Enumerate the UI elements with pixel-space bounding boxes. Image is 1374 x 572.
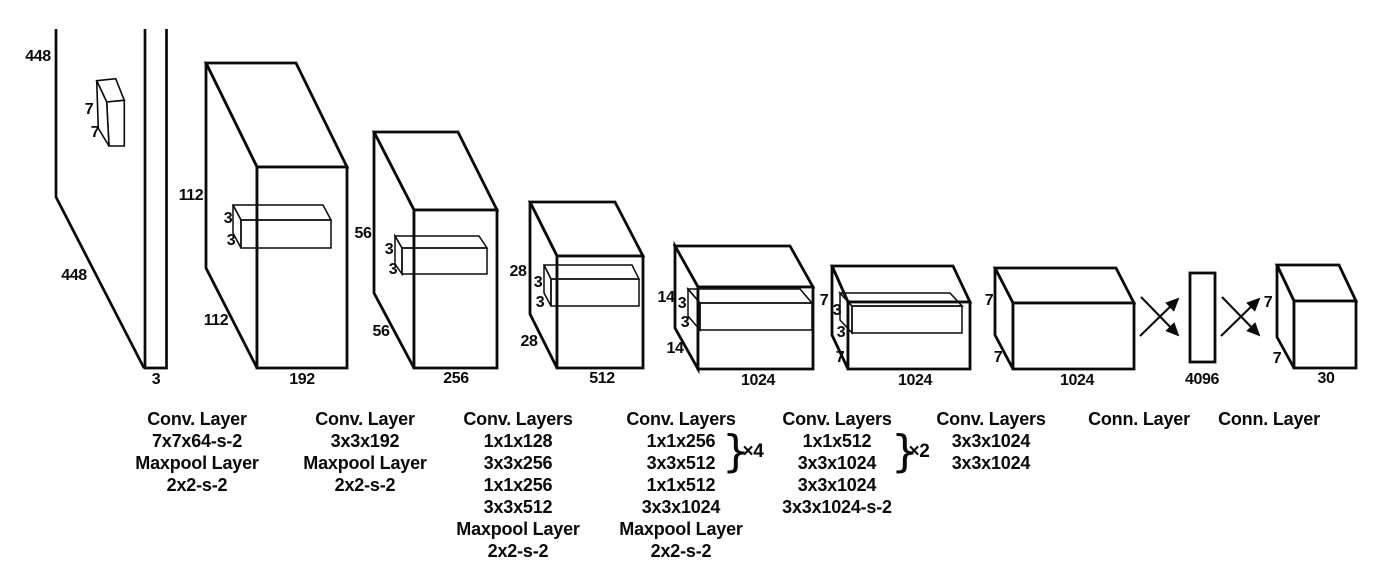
- layer-line: 1x1x128: [483, 431, 553, 451]
- block5-width-label: 7: [835, 349, 845, 366]
- layer-column-2: Conv. Layer 3x3x192 Maxpool Layer 2x2-s-…: [303, 408, 427, 496]
- layer-line: 3x3x192: [330, 431, 400, 451]
- layer-line: Conv. Layers: [936, 409, 1046, 429]
- block5-kernel-height-label: 3: [832, 302, 842, 319]
- layer-line: 2x2-s-2: [334, 475, 396, 495]
- block5-depth-label: 1024: [898, 372, 932, 389]
- kernel-box-1: [231, 204, 333, 249]
- layer-column-6: Conv. Layers 3x3x1024 3x3x1024: [936, 408, 1046, 474]
- output-volume: [1274, 263, 1359, 370]
- block6-depth-label: 1024: [1060, 372, 1094, 389]
- layer-line: 1x1x256: [646, 431, 716, 451]
- layer-line: 3x3x1024: [951, 453, 1031, 473]
- block2-kernel-width-label: 3: [388, 261, 398, 278]
- layer-line: 3x3x1024-s-2: [782, 497, 892, 517]
- layer-line: 1x1x256: [483, 475, 553, 495]
- layer-line: 3x3x512: [646, 453, 716, 473]
- fc-size-label: 4096: [1185, 371, 1219, 388]
- layer-line: Conv. Layer: [315, 409, 415, 429]
- layer-line: Maxpool Layer: [135, 453, 259, 473]
- layer-line: 2x2-s-2: [650, 541, 712, 561]
- input-width-label: 448: [61, 267, 87, 284]
- layer-line: 3x3x256: [483, 453, 553, 473]
- block1-width-label: 112: [203, 312, 229, 329]
- input-depth-label: 3: [151, 371, 161, 388]
- layer-line: 3x3x1024: [797, 475, 877, 495]
- repeat-brace: }: [722, 426, 750, 477]
- layer-column-3: Conv. Layers 1x1x128 3x3x256 1x1x256 3x3…: [456, 408, 580, 562]
- block6-width-label: 7: [993, 349, 1003, 366]
- block3-kernel-width-label: 3: [535, 294, 545, 311]
- layer-line: Conv. Layer: [147, 409, 247, 429]
- conv-block-3: [527, 200, 646, 370]
- layer-line: 7x7x64-s-2: [151, 431, 243, 451]
- layer-column-1: Conv. Layer 7x7x64-s-2 Maxpool Layer 2x2…: [135, 408, 259, 496]
- conv-block-4: [672, 240, 816, 375]
- layer-column-5: Conv. Layers 1x1x512 3x3x1024 3x3x1024 3…: [782, 408, 892, 518]
- layer-column-7: Conn. Layer: [1088, 408, 1190, 430]
- input-height-label: 448: [25, 48, 51, 65]
- kernel-box-5: [838, 291, 964, 335]
- kernel-box-3: [542, 264, 641, 307]
- block1-kernel-height-label: 3: [223, 210, 233, 227]
- layer-line: Conn. Layer: [1088, 409, 1190, 429]
- layer-line: 2x2-s-2: [166, 475, 228, 495]
- block4-width-label: 14: [666, 340, 684, 357]
- layer-line: 1x1x512: [802, 431, 872, 451]
- block1-height-label: 112: [178, 187, 204, 204]
- input-patch-height-label: 7: [84, 101, 94, 118]
- layer-line: 3x3x1024: [641, 497, 721, 517]
- layer-line: 3x3x1024: [797, 453, 877, 473]
- output-width-label: 7: [1272, 350, 1282, 367]
- layer-line: Maxpool Layer: [456, 519, 580, 539]
- layer-line: Conn. Layer: [1218, 409, 1320, 429]
- layer-line: 3x3x1024: [951, 431, 1031, 451]
- block2-height-label: 56: [354, 225, 372, 242]
- block4-kernel-height-label: 3: [677, 295, 687, 312]
- layer-line: 1x1x512: [646, 475, 716, 495]
- layer-line: 3x3x512: [483, 497, 553, 517]
- conv-block-2: [371, 130, 500, 370]
- repeat-count: ×2: [908, 441, 930, 462]
- block4-height-label: 14: [657, 289, 675, 306]
- block2-depth-label: 256: [443, 370, 469, 387]
- crossing-arrows-2: [1220, 296, 1261, 337]
- input-image-plane: [54, 29, 168, 370]
- block3-kernel-height-label: 3: [533, 274, 543, 291]
- conv-block-6: [992, 266, 1137, 371]
- layer-line: Conv. Layers: [463, 409, 573, 429]
- kernel-box-4: [686, 286, 814, 333]
- repeat-brace: }: [891, 426, 919, 477]
- input-patch-box: [95, 77, 126, 147]
- block5-kernel-width-label: 3: [836, 324, 846, 341]
- block4-depth-label: 1024: [741, 372, 775, 389]
- block3-width-label: 28: [520, 333, 538, 350]
- block3-height-label: 28: [509, 263, 527, 280]
- block2-kernel-height-label: 3: [384, 241, 394, 258]
- block1-depth-label: 192: [289, 371, 315, 388]
- layer-column-8: Conn. Layer: [1218, 408, 1320, 430]
- layer-line: Conv. Layers: [782, 409, 892, 429]
- repeat-count: ×4: [742, 441, 764, 462]
- output-height-label: 7: [1263, 294, 1273, 311]
- block3-depth-label: 512: [589, 370, 615, 387]
- fc-vector: [1188, 271, 1217, 364]
- output-depth-label: 30: [1317, 370, 1335, 387]
- layer-line: Conv. Layers: [626, 409, 736, 429]
- conv-block-1: [203, 61, 350, 370]
- block5-height-label: 7: [819, 292, 829, 309]
- block2-width-label: 56: [372, 323, 390, 340]
- layer-line: Maxpool Layer: [619, 519, 743, 539]
- block1-kernel-width-label: 3: [226, 232, 236, 249]
- layer-line: Maxpool Layer: [303, 453, 427, 473]
- layer-column-4: Conv. Layers 1x1x256 3x3x512 1x1x512 3x3…: [619, 408, 743, 562]
- input-patch-width-label: 7: [90, 124, 100, 141]
- block4-kernel-width-label: 3: [680, 314, 690, 331]
- block6-height-label: 7: [984, 292, 994, 309]
- crossing-arrows-1: [1139, 296, 1180, 337]
- kernel-box-2: [393, 233, 489, 277]
- layer-line: 2x2-s-2: [487, 541, 549, 561]
